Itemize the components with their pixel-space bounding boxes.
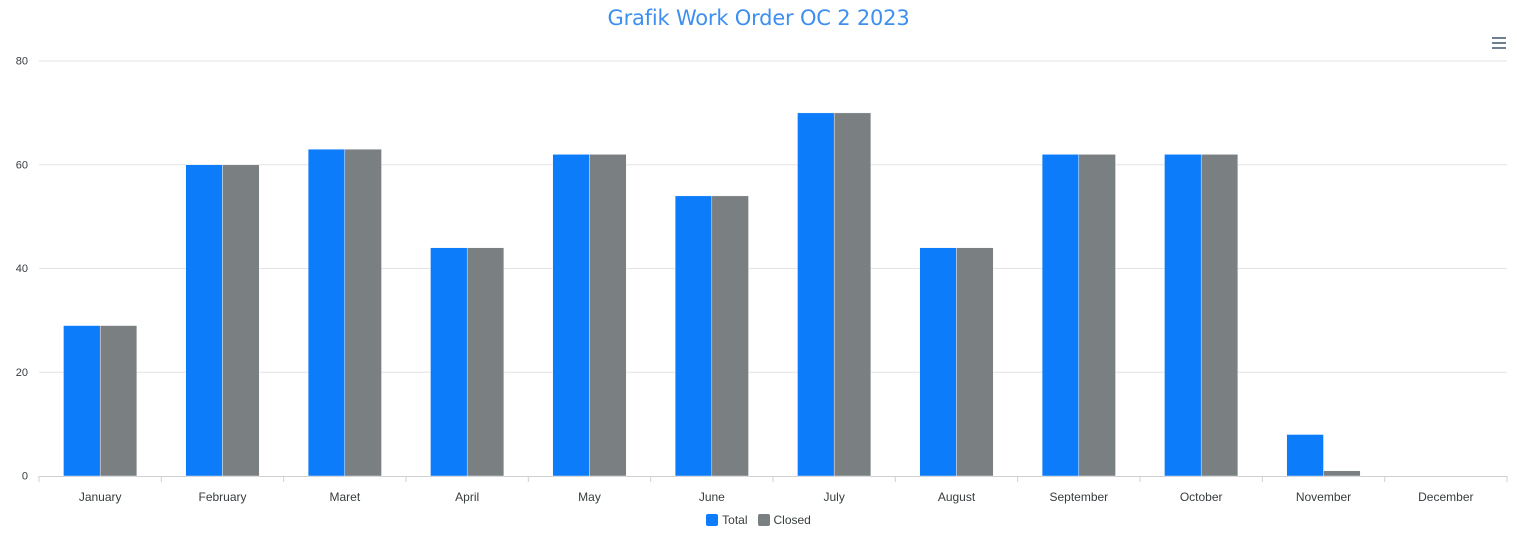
chart-menu-button[interactable] xyxy=(1489,33,1509,53)
x-tick-label: June xyxy=(699,490,725,504)
x-tick-label: January xyxy=(79,490,122,504)
x-tick-label: September xyxy=(1049,490,1108,504)
y-tick-label: 60 xyxy=(16,159,28,171)
y-tick-label: 20 xyxy=(16,367,28,379)
bar-closed-september xyxy=(1078,154,1116,477)
x-tick-label: February xyxy=(198,490,246,504)
bar-closed-november xyxy=(1323,470,1361,477)
bar-closed-june xyxy=(711,195,749,477)
bar-closed-july xyxy=(833,112,872,477)
bar-total-maret xyxy=(307,148,346,477)
bar-total-august xyxy=(919,247,957,477)
legend-marker xyxy=(706,514,719,526)
chart-title: Grafik Work Order OC 2 2023 xyxy=(607,6,910,30)
bar-closed-october xyxy=(1200,154,1239,477)
y-tick-label: 0 xyxy=(22,471,28,483)
x-tick-label: Maret xyxy=(329,490,360,504)
legend-label: Closed xyxy=(773,513,811,527)
bar-closed-february xyxy=(222,164,260,477)
bar-closed-january xyxy=(99,325,138,477)
bar-total-january xyxy=(63,325,101,477)
chart-legend: Total Closed xyxy=(0,513,1517,527)
bar-total-november xyxy=(1286,434,1324,477)
legend-item-closed[interactable]: Closed xyxy=(757,513,811,527)
hamburger-menu-icon xyxy=(1492,37,1506,39)
x-tick-label: December xyxy=(1418,490,1473,504)
bar-closed-may xyxy=(589,154,627,477)
bar-total-february xyxy=(185,164,223,477)
bar-total-june xyxy=(674,195,713,477)
x-tick-label: November xyxy=(1296,490,1351,504)
x-tick-label: August xyxy=(938,490,976,504)
bar-total-april xyxy=(430,247,468,477)
bar-total-october xyxy=(1164,154,1202,477)
x-tick-label: October xyxy=(1180,490,1223,504)
y-tick-label: 80 xyxy=(16,56,28,68)
legend-item-total[interactable]: Total xyxy=(706,513,748,527)
bar-total-may xyxy=(552,154,590,477)
x-tick-label: July xyxy=(823,490,844,504)
bar-closed-april xyxy=(466,247,505,477)
bar-closed-august xyxy=(956,247,994,477)
legend-marker xyxy=(757,514,770,526)
x-tick-label: May xyxy=(578,490,601,504)
x-tick-label: April xyxy=(455,490,479,504)
bar-total-september xyxy=(1041,154,1080,477)
bar-total-july xyxy=(797,112,835,477)
bar-closed-maret xyxy=(344,148,382,477)
y-tick-label: 40 xyxy=(16,263,28,275)
legend-label: Total xyxy=(722,513,748,527)
